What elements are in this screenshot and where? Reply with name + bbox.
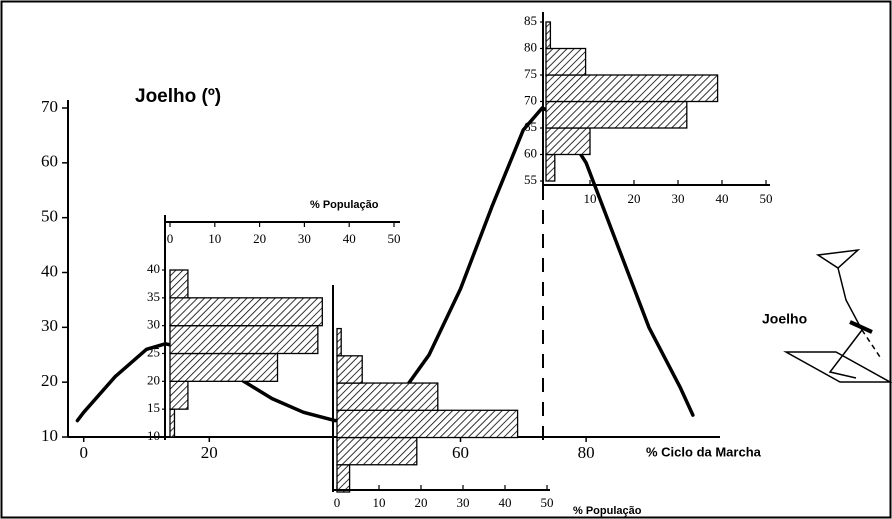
histogram-bar [545,21,552,50]
histogram-bar [169,269,189,299]
x-tick-label: 40 [716,191,729,206]
x-tick-label: 50 [760,191,773,206]
y-tick-label: 80 [524,39,537,54]
chart-title: Joelho (º) [135,86,221,107]
histogram-bar [545,74,719,103]
x-tick-label: 20 [253,231,266,246]
x-tick-label: 20 [628,191,641,206]
y-tick-label: 20 [147,372,160,387]
histogram-bar [169,380,189,410]
x-tick-label: 0 [334,495,341,510]
y-tick-label: 55 [524,172,537,187]
histogram-bar [545,127,591,156]
y-tick-label: 25 [147,344,160,359]
x-tick-label: 80 [578,443,595,462]
y-tick-label: 35 [147,289,160,304]
y-tick-label: 60 [41,152,58,171]
x-tick-label: 50 [388,231,401,246]
histogram-bar [169,408,176,438]
y-tick-label: 30 [41,316,58,335]
x-tick-label: 0 [167,231,174,246]
histogram-bar [336,436,418,466]
y-tick-label: 65 [524,119,537,134]
x-tick-label: 40 [343,231,356,246]
histogram-bar [336,355,363,384]
x-tick-label: 30 [672,191,685,206]
x-tick-label: 30 [457,495,470,510]
histogram-bar [545,100,688,129]
figure-label: Joelho [762,311,807,327]
x-tick-label: 20 [201,443,218,462]
x-tick-label: 30 [298,231,311,246]
x-axis-label: % População [573,505,642,517]
x-tick-label: 10 [584,191,597,206]
y-tick-label: 75 [524,66,537,81]
y-tick-label: 50 [41,207,58,226]
histogram-bar [169,297,323,327]
y-tick-label: 70 [41,97,58,116]
y-tick-label: 40 [147,261,160,276]
y-tick-label: 10 [41,426,58,445]
x-tick-label: 20 [415,495,428,510]
histogram-bar [545,47,587,76]
histogram-bar [336,409,519,439]
histogram-bar [545,153,556,182]
y-tick-label: 85 [524,13,537,28]
histogram-bar [336,464,351,493]
x-tick-label: 10 [373,495,386,510]
x-axis-label: % População [310,199,379,211]
leg-figure [783,248,892,383]
y-tick-label: 15 [147,400,160,415]
y-tick-label: 60 [524,145,537,160]
y-tick-label: 30 [147,317,160,332]
y-tick-label: 70 [524,92,537,107]
histogram-bar [169,325,319,355]
y-tick-label: 20 [41,371,58,390]
histogram-bar [336,382,439,411]
y-tick-label: 10 [147,428,160,443]
x-tick-label: 50 [541,495,554,510]
x-tick-label: 60 [452,443,469,462]
x-tick-label: 0 [79,443,88,462]
x-axis-label: % Ciclo da Marcha [646,444,762,459]
x-tick-label: 10 [208,231,221,246]
histogram-bar [336,327,342,357]
y-tick-label: 40 [41,261,58,280]
histogram-bar [169,352,279,382]
x-tick-label: 40 [499,495,512,510]
